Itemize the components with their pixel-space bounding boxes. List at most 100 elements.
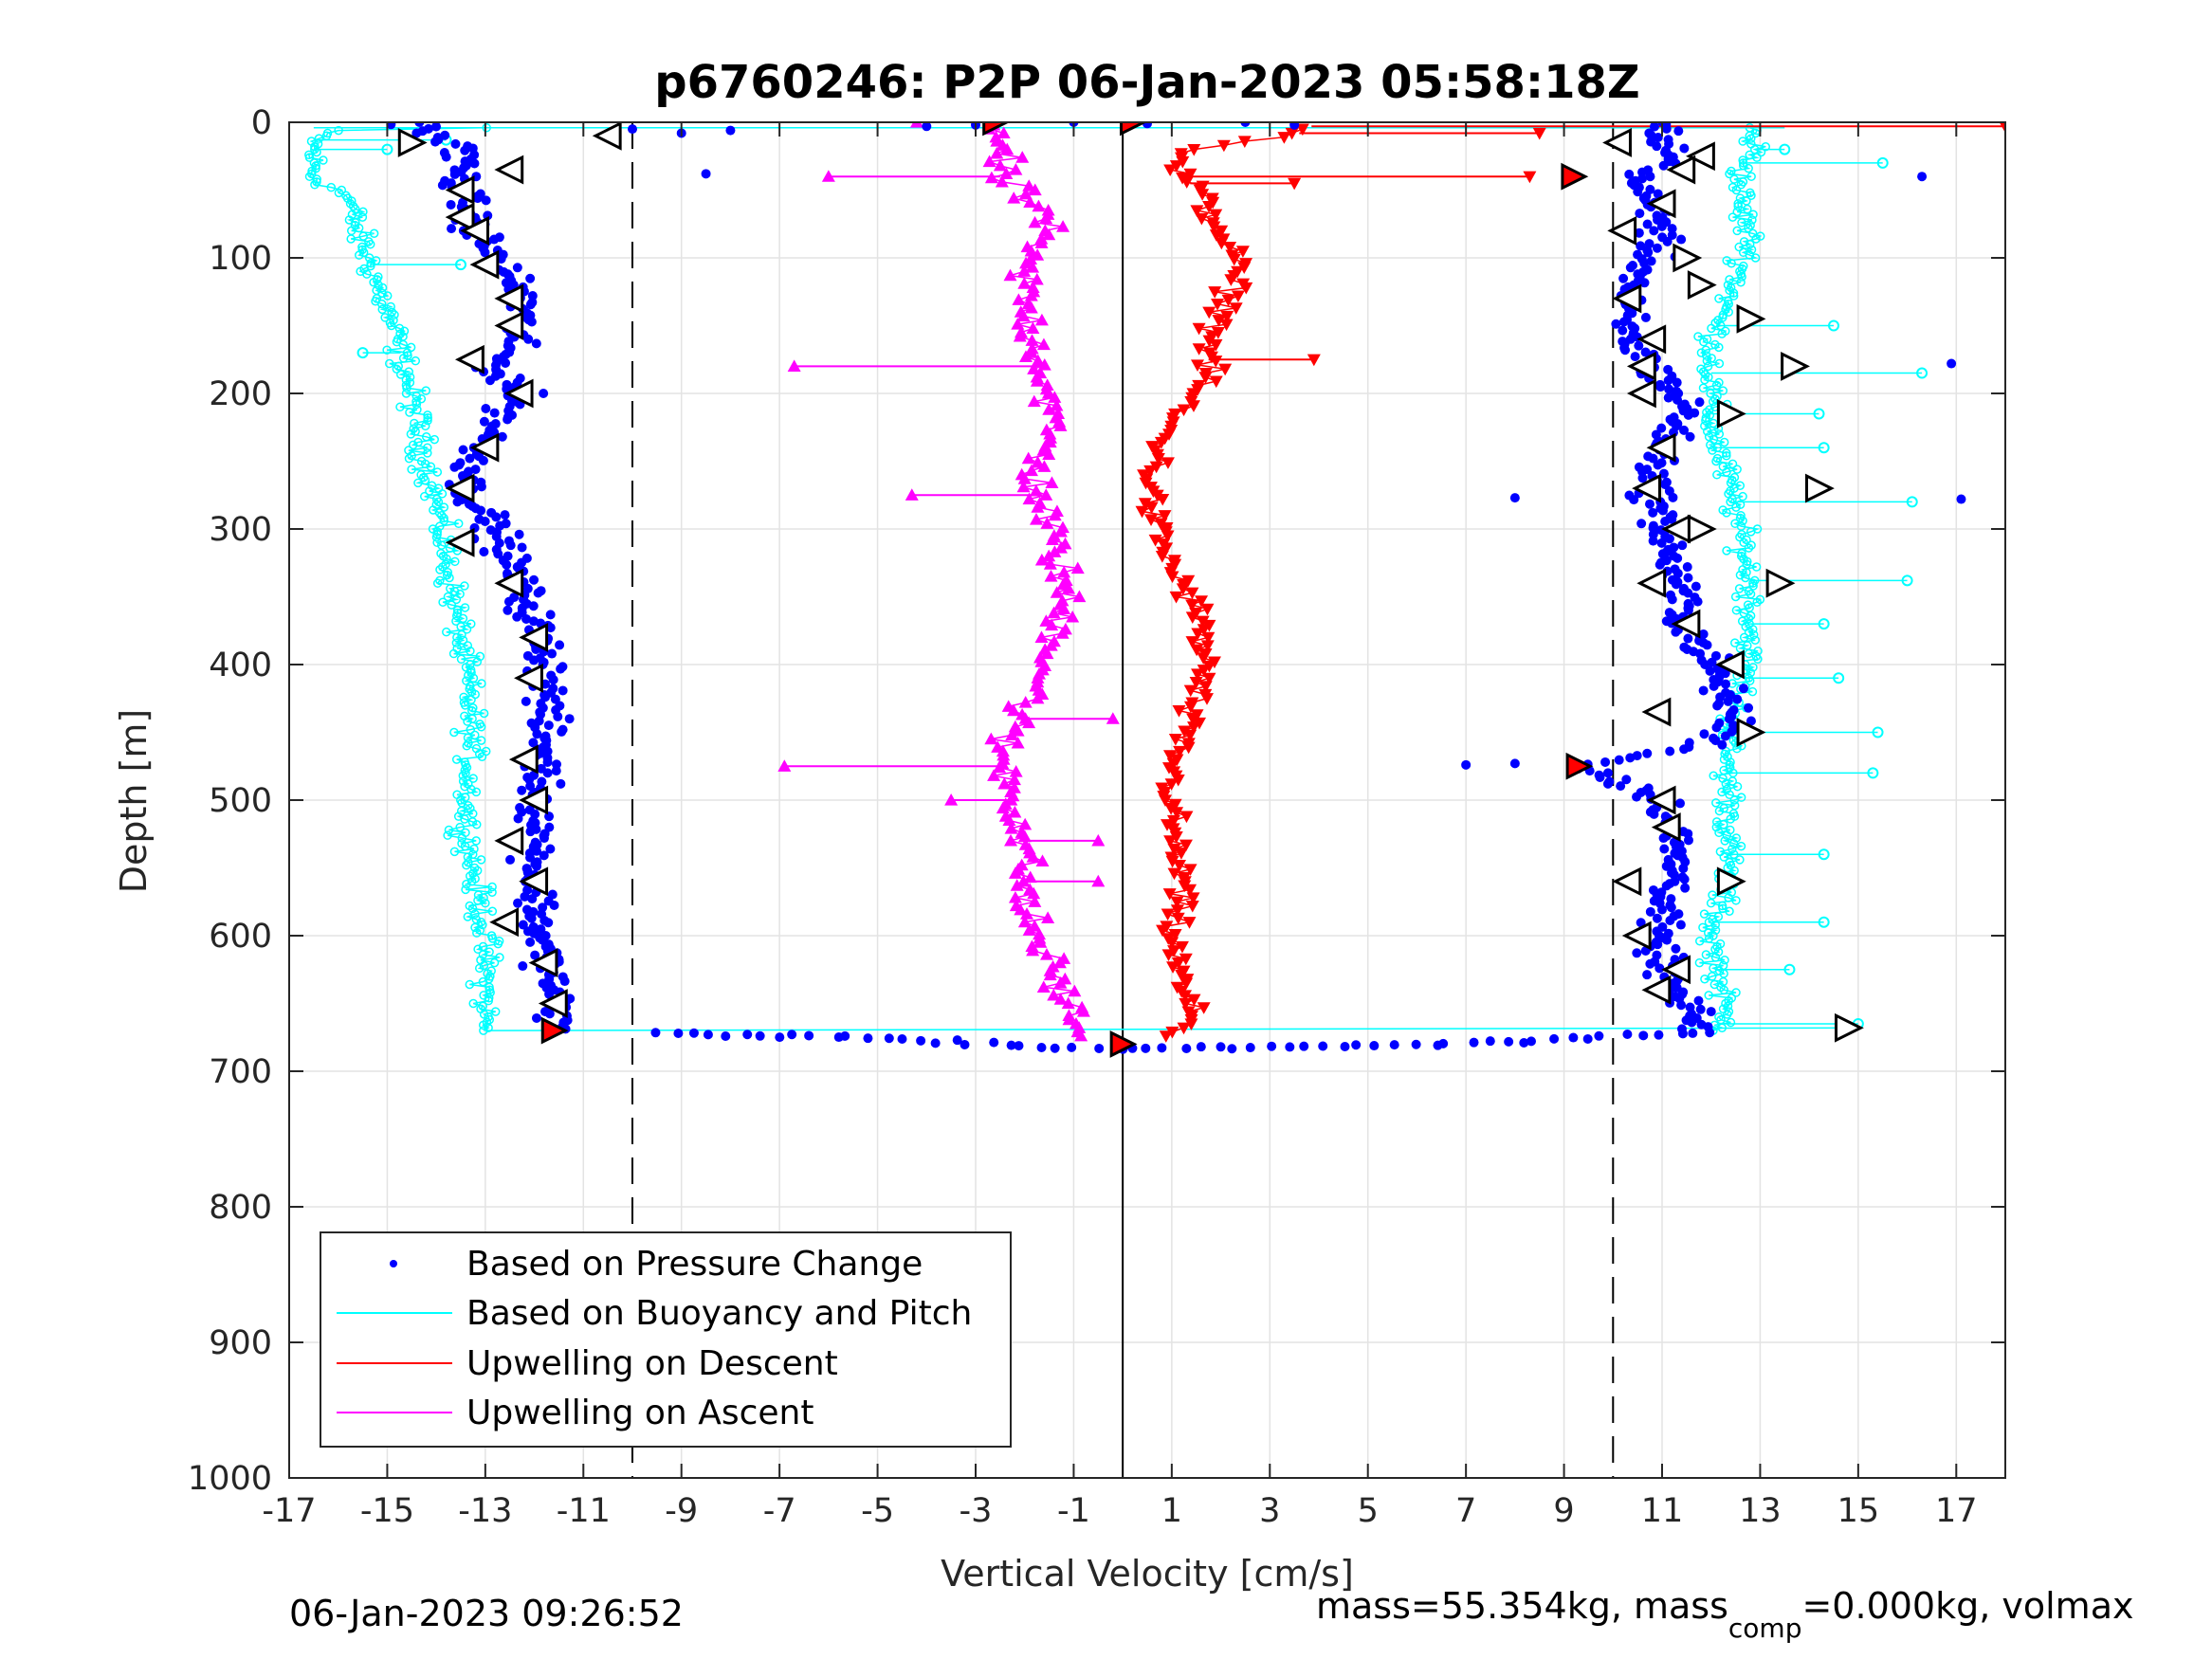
pressure-point: [1642, 219, 1653, 229]
turn-marker-left: [503, 378, 534, 409]
pressure-point: [1654, 1030, 1664, 1040]
buoyancy-point: [1724, 893, 1733, 902]
pressure-point: [1595, 772, 1605, 782]
buoyancy-point: [1733, 201, 1743, 211]
buoyancy-spike-point: [1783, 963, 1796, 975]
descent-point: [1219, 319, 1234, 332]
pressure-point: [479, 416, 489, 427]
buoyancy-point: [1696, 348, 1707, 357]
descent-point: [1173, 745, 1187, 758]
descent-point: [1179, 176, 1194, 189]
ascent-point: [1012, 293, 1026, 305]
buoyancy-point: [487, 906, 498, 917]
ascent-point: [1030, 374, 1044, 387]
buoyancy-spike-point: [1818, 618, 1830, 630]
ascent-point: [1030, 272, 1044, 285]
turn-marker-left: [1607, 215, 1637, 246]
buoyancy-point: [1736, 551, 1746, 561]
legend-label-pressure: Based on Pressure Change: [466, 1245, 923, 1284]
ascent-point: [1017, 915, 1032, 928]
buoyancy-point: [345, 199, 356, 209]
pressure-point: [505, 540, 516, 551]
pressure-point: [1688, 1028, 1698, 1038]
pressure-point: [481, 404, 491, 414]
x-axis-label: Vertical Velocity [cm/s]: [941, 1553, 1354, 1595]
buoyancy-point: [449, 587, 460, 596]
ascent-point: [1053, 419, 1068, 431]
ascent-point: [1041, 387, 1055, 399]
buoyancy-point: [304, 153, 315, 162]
pressure-point: [547, 648, 558, 659]
buoyancy-point: [411, 356, 421, 366]
ascent-point: [1043, 557, 1057, 570]
ascent-point: [1044, 570, 1058, 582]
buoyancy-point: [1714, 828, 1724, 838]
buoyancy-point: [407, 451, 416, 461]
buoyancy-point: [473, 944, 483, 955]
buoyancy-spike-point: [356, 347, 369, 359]
pressure-point: [1667, 618, 1677, 629]
turn-marker-left: [494, 311, 524, 340]
buoyancy-point: [442, 627, 451, 637]
y-tick-label: 1000: [188, 1460, 272, 1498]
pressure-point: [840, 1030, 850, 1041]
pressure-point: [452, 497, 463, 507]
x-tick-label: -5: [861, 1492, 894, 1530]
buoyancy-point: [461, 768, 470, 778]
buoyancy-point: [460, 581, 469, 591]
descent-point: [1185, 599, 1199, 612]
buoyancy-point: [1746, 540, 1756, 550]
buoyancy-point: [382, 291, 393, 301]
buoyancy-point: [1705, 405, 1714, 414]
pressure-point: [1640, 312, 1651, 322]
buoyancy-point: [495, 953, 504, 962]
descent-point: [1156, 493, 1170, 506]
buoyancy-point: [369, 228, 379, 239]
ascent-point: [1016, 874, 1031, 887]
pressure-point: [1658, 833, 1669, 844]
ascent-point: [1007, 773, 1021, 786]
buoyancy-point: [462, 762, 472, 773]
buoyancy-point: [386, 301, 395, 312]
buoyancy-point: [476, 736, 486, 745]
pressure-point: [1285, 1042, 1295, 1052]
turn-marker-left: [1646, 189, 1676, 219]
buoyancy-point: [484, 1023, 493, 1032]
ascent-point: [1039, 948, 1053, 960]
descent-point: [1179, 953, 1193, 966]
buoyancy-point: [1721, 779, 1731, 789]
descent-point: [1163, 164, 1178, 177]
y-tick-label: 500: [209, 782, 272, 820]
buoyancy-point: [479, 960, 489, 971]
buoyancy-point: [1712, 470, 1722, 480]
descent-spike-point: [1523, 171, 1537, 184]
ascent-point: [1042, 228, 1056, 241]
pressure-point: [517, 542, 527, 553]
buoyancy-point: [1711, 798, 1721, 808]
buoyancy-point: [1737, 218, 1746, 228]
buoyancy-point: [476, 855, 486, 865]
buoyancy-point: [1728, 839, 1739, 848]
x-tick-label: 11: [1641, 1492, 1684, 1530]
descent-point: [1159, 1030, 1173, 1043]
pressure-point: [1671, 579, 1681, 590]
turn-marker-right: [1673, 243, 1703, 273]
buoyancy-point: [1700, 421, 1709, 431]
pressure-point: [1674, 798, 1685, 809]
descent-point: [1167, 867, 1181, 881]
x-tick-label: -1: [1057, 1492, 1090, 1530]
pressure-point: [1723, 696, 1733, 706]
pressure-point: [517, 785, 527, 795]
buoyancy-point: [1698, 922, 1708, 933]
buoyancy-point: [460, 701, 470, 710]
ascent-point: [1057, 602, 1071, 614]
buoyancy-point: [1709, 771, 1718, 781]
pressure-point: [523, 334, 534, 344]
event-marker: [1119, 122, 1147, 137]
pressure-point: [1664, 384, 1674, 394]
descent-point: [1186, 713, 1200, 726]
pressure-point: [1671, 943, 1681, 954]
ascent-point: [1056, 220, 1070, 232]
ascent-point: [1024, 301, 1038, 314]
buoyancy-point: [404, 453, 414, 464]
